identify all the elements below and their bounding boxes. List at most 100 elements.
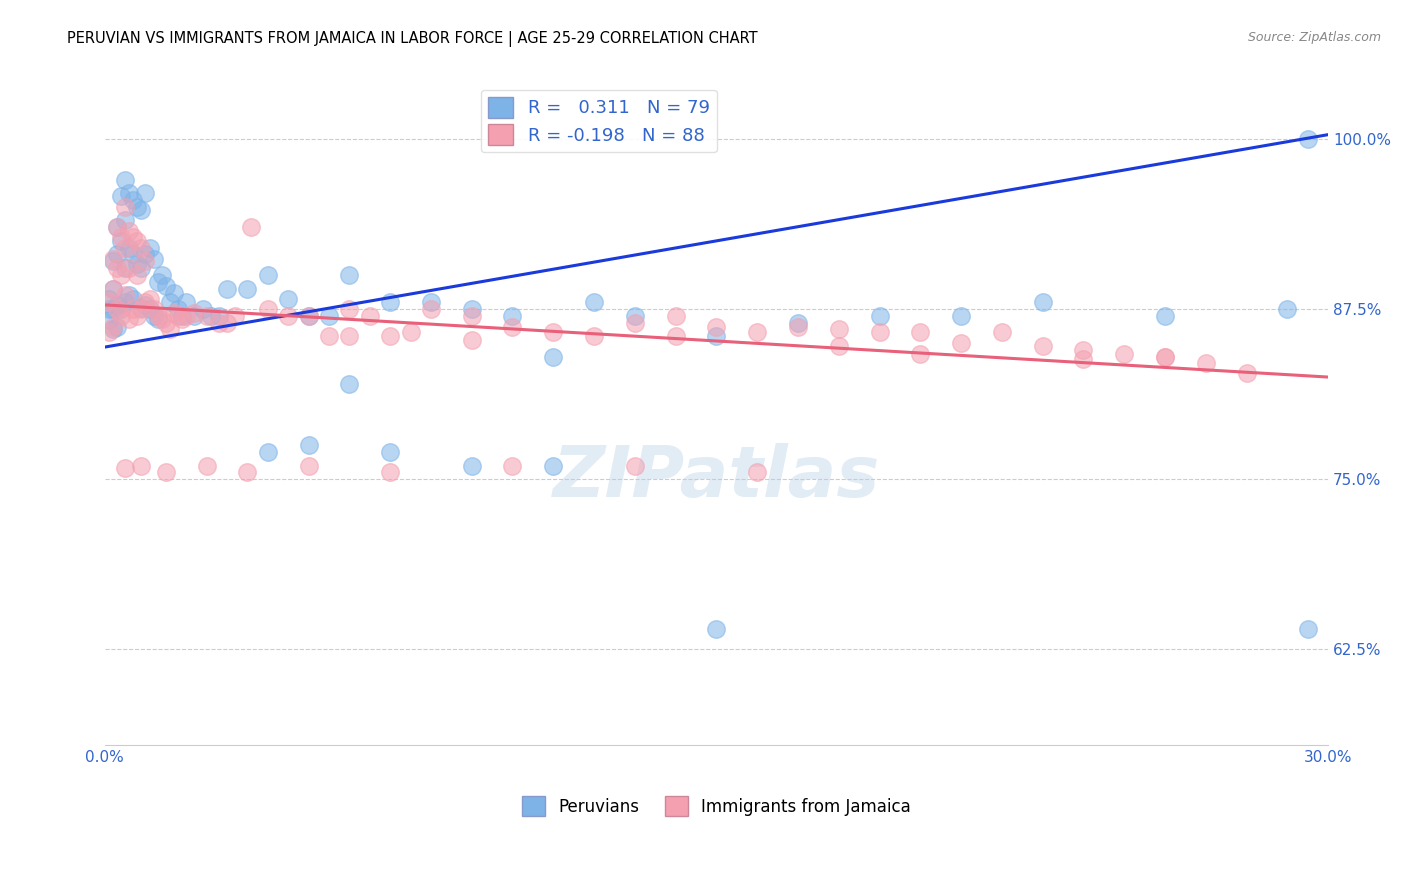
Point	[101, 322, 124, 336]
Point	[159, 322, 181, 336]
Point	[138, 293, 160, 307]
Point	[127, 268, 149, 282]
Point	[101, 254, 124, 268]
Point	[174, 309, 197, 323]
Point	[297, 458, 319, 473]
Point	[318, 329, 340, 343]
Point	[378, 329, 401, 343]
Point	[105, 319, 128, 334]
Point	[1154, 350, 1177, 364]
Point	[502, 319, 524, 334]
Point	[142, 309, 165, 323]
Point	[131, 202, 153, 217]
Point	[461, 333, 484, 347]
Point	[146, 275, 169, 289]
Point	[146, 309, 169, 323]
Point	[118, 224, 141, 238]
Text: ZIPatlas: ZIPatlas	[553, 443, 880, 512]
Point	[828, 322, 851, 336]
Point	[543, 458, 565, 473]
Point	[114, 172, 136, 186]
Point	[146, 311, 169, 326]
Point	[191, 301, 214, 316]
Point	[118, 186, 141, 201]
Point	[1114, 347, 1136, 361]
Point	[110, 301, 132, 316]
Text: Source: ZipAtlas.com: Source: ZipAtlas.com	[1247, 31, 1381, 45]
Point	[101, 281, 124, 295]
Point	[114, 241, 136, 255]
Point	[277, 293, 299, 307]
Point	[215, 281, 238, 295]
Point	[1032, 339, 1054, 353]
Point	[195, 309, 218, 323]
Point	[419, 301, 441, 316]
Point	[950, 309, 973, 323]
Point	[378, 295, 401, 310]
Point	[869, 309, 891, 323]
Point	[155, 316, 177, 330]
Point	[127, 200, 149, 214]
Point	[110, 189, 132, 203]
Point	[105, 247, 128, 261]
Point	[224, 309, 246, 323]
Point	[105, 261, 128, 276]
Point	[502, 309, 524, 323]
Point	[131, 261, 153, 276]
Point	[910, 347, 932, 361]
Point	[1073, 352, 1095, 367]
Point	[461, 301, 484, 316]
Point	[118, 311, 141, 326]
Point	[114, 261, 136, 276]
Point	[127, 309, 149, 323]
Point	[105, 220, 128, 235]
Point	[114, 200, 136, 214]
Text: PERUVIAN VS IMMIGRANTS FROM JAMAICA IN LABOR FORCE | AGE 25-29 CORRELATION CHART: PERUVIAN VS IMMIGRANTS FROM JAMAICA IN L…	[67, 31, 758, 47]
Point	[134, 254, 156, 268]
Point	[163, 285, 186, 300]
Point	[101, 319, 124, 334]
Point	[236, 281, 259, 295]
Point	[97, 325, 120, 339]
Point	[337, 301, 360, 316]
Point	[134, 247, 156, 261]
Point	[134, 186, 156, 201]
Point	[378, 466, 401, 480]
Point	[105, 298, 128, 312]
Point	[583, 329, 606, 343]
Point	[399, 325, 422, 339]
Point	[1296, 132, 1319, 146]
Point	[624, 309, 647, 323]
Point	[167, 309, 190, 323]
Point	[150, 268, 173, 282]
Point	[138, 301, 160, 316]
Point	[337, 268, 360, 282]
Point	[127, 257, 149, 271]
Point	[236, 466, 259, 480]
Point	[240, 220, 263, 235]
Point	[624, 458, 647, 473]
Point	[297, 309, 319, 323]
Point	[142, 301, 165, 316]
Point	[208, 316, 231, 330]
Point	[110, 268, 132, 282]
Point	[172, 311, 194, 326]
Point	[131, 301, 153, 316]
Point	[97, 295, 120, 310]
Point	[200, 309, 222, 323]
Point	[131, 241, 153, 255]
Point	[110, 309, 132, 323]
Point	[183, 309, 205, 323]
Point	[155, 278, 177, 293]
Point	[950, 336, 973, 351]
Point	[461, 458, 484, 473]
Point	[167, 301, 190, 316]
Point	[1154, 309, 1177, 323]
Point	[122, 229, 145, 244]
Point	[991, 325, 1014, 339]
Point	[543, 350, 565, 364]
Point	[118, 241, 141, 255]
Point	[337, 376, 360, 391]
Point	[195, 458, 218, 473]
Point	[1073, 343, 1095, 357]
